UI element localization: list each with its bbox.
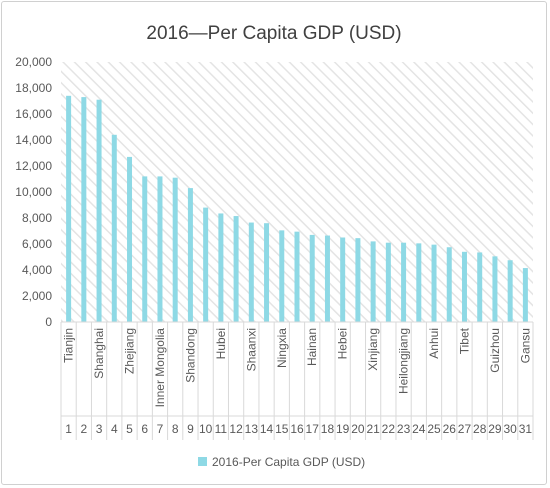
x-tick-label: 29	[488, 422, 502, 436]
x-tick-label: 10	[199, 422, 213, 436]
y-tick-label: 18,000	[15, 81, 52, 95]
legend: 2016-Per Capita GDP (USD)	[198, 455, 365, 469]
category-name-label: Guizhou	[488, 328, 502, 373]
category-name-label: Heilongjiang	[397, 328, 411, 394]
x-tick-label: 11	[215, 422, 228, 436]
y-tick-label: 2,000	[22, 289, 52, 303]
category-name-label: Shandong	[183, 328, 197, 383]
x-tick-label: 8	[172, 422, 179, 436]
bar	[446, 247, 452, 322]
y-tick-label: 16,000	[15, 107, 52, 121]
bar	[294, 231, 300, 322]
y-tick-label: 0	[45, 315, 52, 329]
x-tick-label: 16	[290, 422, 304, 436]
x-tick-label: 19	[336, 422, 350, 436]
x-tick-label: 31	[519, 422, 533, 436]
bar	[461, 251, 467, 322]
bar	[385, 242, 391, 322]
y-tick-label: 20,000	[15, 55, 52, 69]
bar	[66, 95, 72, 322]
x-tick-label: 9	[187, 422, 194, 436]
category-name-label: Tianjin	[62, 328, 76, 363]
bar	[111, 134, 117, 322]
x-tick-label: 22	[382, 422, 396, 436]
bar	[279, 230, 285, 322]
bar	[431, 244, 437, 322]
bar	[522, 268, 528, 322]
category-name-label: Ningxia	[275, 328, 289, 368]
x-tick-label: 14	[260, 422, 274, 436]
x-tick-label: 6	[141, 422, 148, 436]
x-tick-label: 27	[458, 422, 472, 436]
bar	[324, 235, 330, 322]
y-tick-label: 8,000	[22, 211, 52, 225]
x-tick-label: 18	[321, 422, 335, 436]
legend-label: 2016-Per Capita GDP (USD)	[212, 455, 365, 469]
bar	[142, 176, 148, 322]
x-tick-label: 7	[157, 422, 164, 436]
bar-series	[66, 95, 528, 322]
category-name-label: Hubei	[214, 328, 228, 359]
y-axis: 0 2,000 4,000 6,000 8,000 10,000 12,000 14,000 1…	[15, 55, 52, 329]
x-tick-label: 1	[65, 422, 72, 436]
x-tick-label: 3	[96, 422, 103, 436]
bar	[492, 256, 498, 322]
bar	[370, 241, 376, 322]
x-tick-label: 13	[245, 422, 259, 436]
x-axis: 1 Tianjin 2 3 Shanghai 4 5 Zhejiang 6 7 Inner Mong…	[60, 321, 534, 440]
bar	[157, 176, 163, 322]
y-tick-label: 4,000	[22, 263, 52, 277]
x-tick-label: 24	[412, 422, 426, 436]
bar	[355, 238, 361, 322]
category-name-label: Hainan	[305, 328, 319, 366]
category-name-label: Anhui	[427, 328, 441, 359]
legend-swatch	[198, 457, 207, 466]
bar	[233, 216, 239, 322]
x-tick-label: 30	[503, 422, 517, 436]
category-name-label: Inner Mongolia	[153, 328, 167, 408]
y-tick-label: 14,000	[15, 133, 52, 147]
bar	[401, 242, 407, 322]
x-tick-label: 17	[306, 422, 320, 436]
bar	[340, 237, 346, 322]
bar	[81, 97, 87, 322]
y-tick-label: 6,000	[22, 237, 52, 251]
bar	[477, 252, 483, 322]
x-tick-label: 21	[366, 422, 380, 436]
x-tick-label: 20	[351, 422, 365, 436]
category-name-label: Shanghai	[92, 328, 106, 379]
bar	[187, 188, 193, 322]
bar	[172, 177, 178, 322]
category-name-label: Shaanxi	[244, 328, 258, 371]
bar	[309, 234, 315, 322]
category-name-label: Hebei	[336, 328, 350, 359]
x-tick-label: 26	[443, 422, 457, 436]
bar	[264, 223, 270, 322]
x-tick-label: 12	[229, 422, 243, 436]
x-tick-label: 23	[397, 422, 411, 436]
bar	[218, 213, 224, 322]
y-tick-label: 12,000	[15, 159, 52, 173]
category-name-label: Tibet	[457, 327, 471, 354]
category-name-label: Zhejiang	[123, 328, 137, 374]
bar	[248, 222, 254, 322]
bar	[203, 207, 209, 322]
x-tick-label: 5	[126, 422, 133, 436]
y-tick-label: 10,000	[15, 185, 52, 199]
category-name-label: Gansu	[518, 328, 532, 363]
bar	[127, 156, 133, 322]
bar	[96, 99, 102, 322]
bar	[416, 243, 422, 322]
bar	[507, 260, 513, 322]
chart-title: 2016—Per Capita GDP (USD)	[146, 23, 401, 44]
x-tick-label: 4	[111, 422, 118, 436]
x-tick-label: 28	[473, 422, 487, 436]
x-tick-label: 2	[80, 422, 87, 436]
x-tick-label: 15	[275, 422, 289, 436]
x-tick-label: 25	[427, 422, 441, 436]
category-name-label: Xinjiang	[366, 328, 380, 371]
